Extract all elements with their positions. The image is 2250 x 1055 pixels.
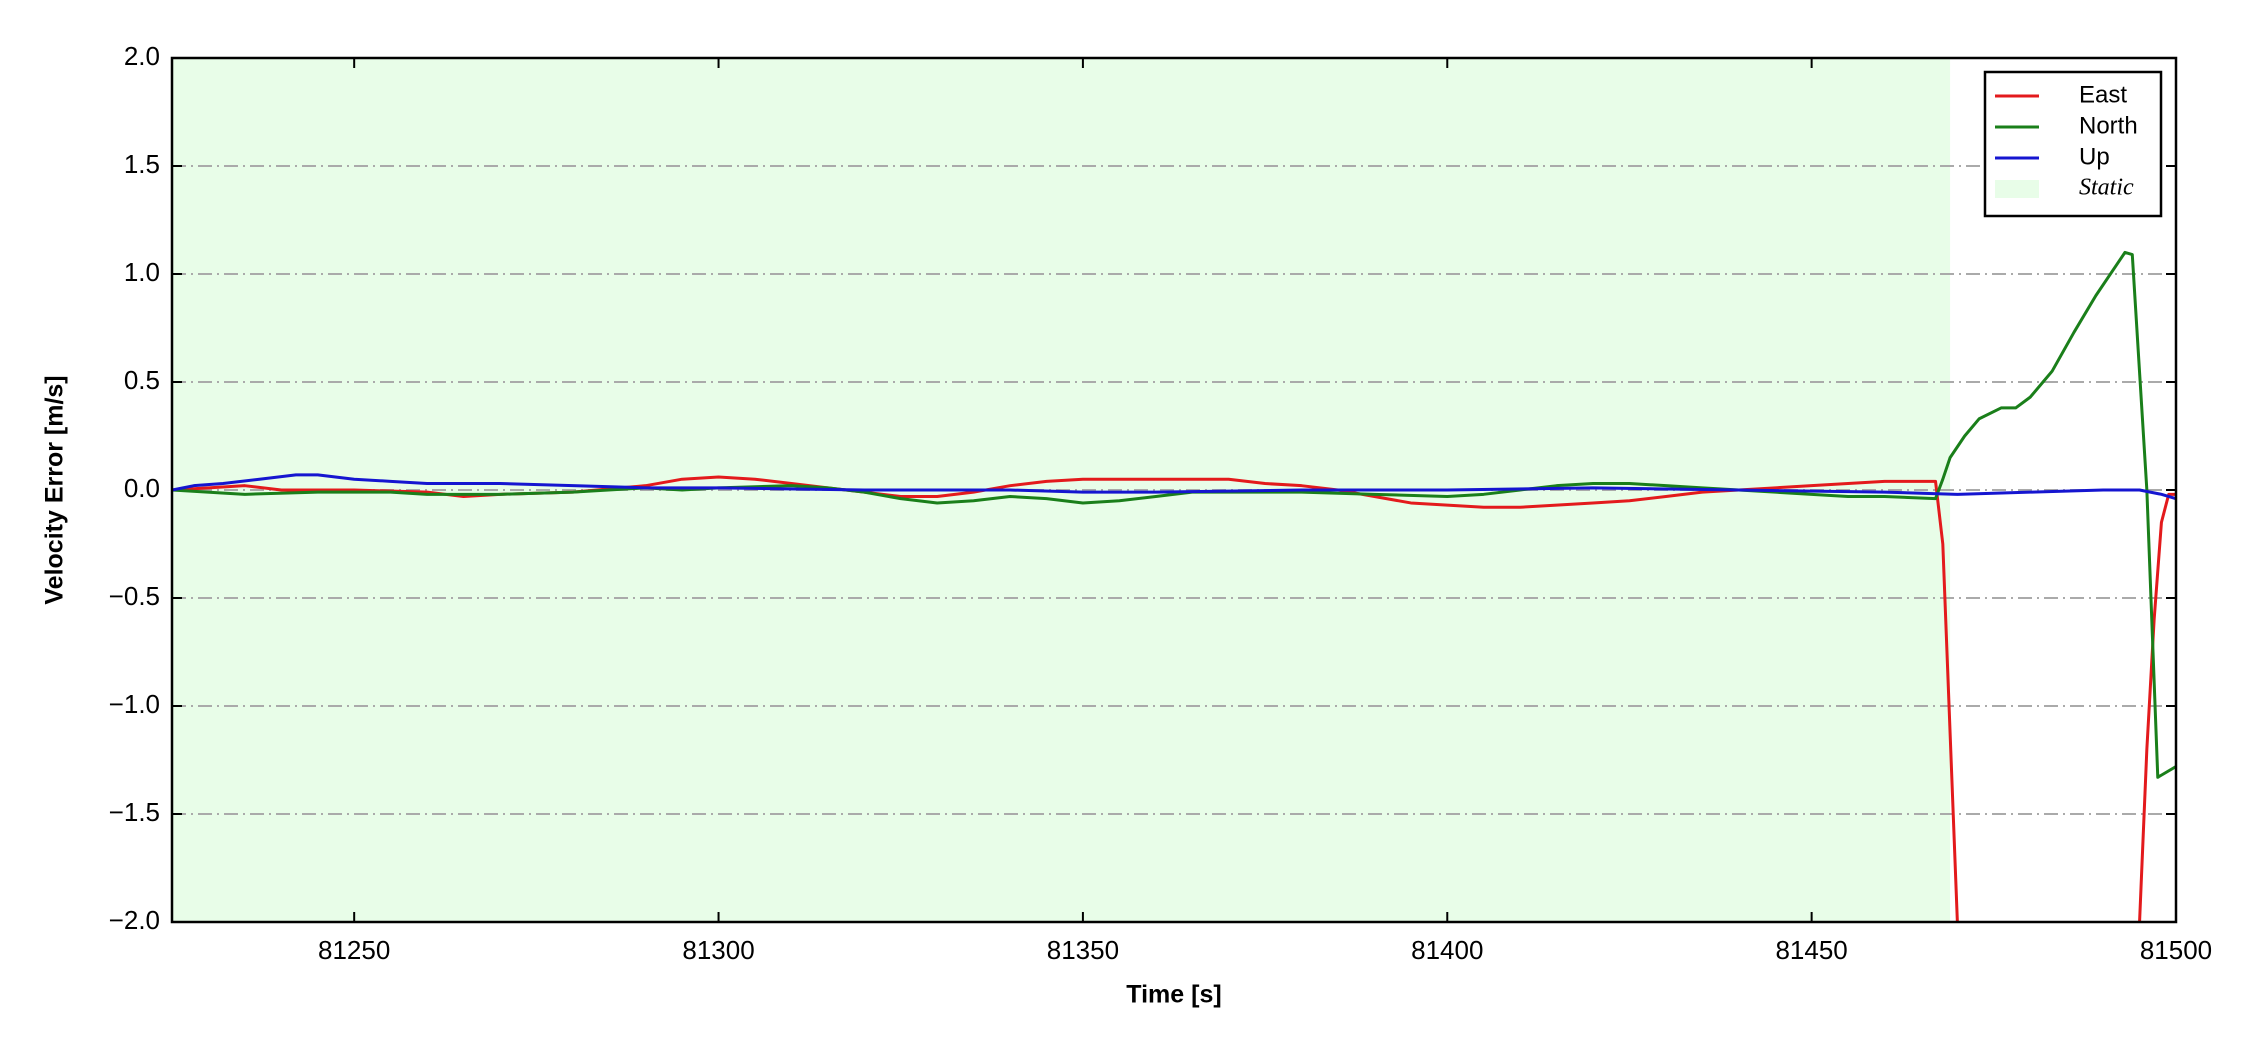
x-tick-label: 81350 [1047,935,1119,965]
legend-label: Static [2079,175,2134,201]
y-tick-label: −1.0 [109,689,160,719]
y-tick-label: 0.0 [124,473,160,503]
y-tick-label: −2.0 [109,905,160,935]
legend-swatch [1995,180,2039,198]
legend-label: North [2079,112,2138,139]
x-tick-label: 81450 [1775,935,1847,965]
plot-frame [170,56,2178,924]
x-tick-label: 81400 [1411,935,1483,965]
y-tick-label: 2.0 [124,41,160,71]
legend-label: Up [2079,143,2110,170]
x-axis-title: Time [s] [1126,981,1221,1009]
series-line [172,473,2176,501]
x-tick-label: 81250 [318,935,390,965]
plot-lines [172,250,2176,922]
y-tick-label: −1.5 [109,797,160,827]
y-tick-label: 1.0 [124,257,160,287]
y-tick-label: 1.5 [124,149,160,179]
x-tick-label: 81300 [682,935,754,965]
y-axis-title: Velocity Error [m/s] [41,375,69,604]
legend-label: East [2079,81,2127,108]
y-tick-label: 0.5 [124,365,160,395]
x-tick-label: 81500 [2140,935,2212,965]
y-tick-label: −0.5 [109,581,160,611]
